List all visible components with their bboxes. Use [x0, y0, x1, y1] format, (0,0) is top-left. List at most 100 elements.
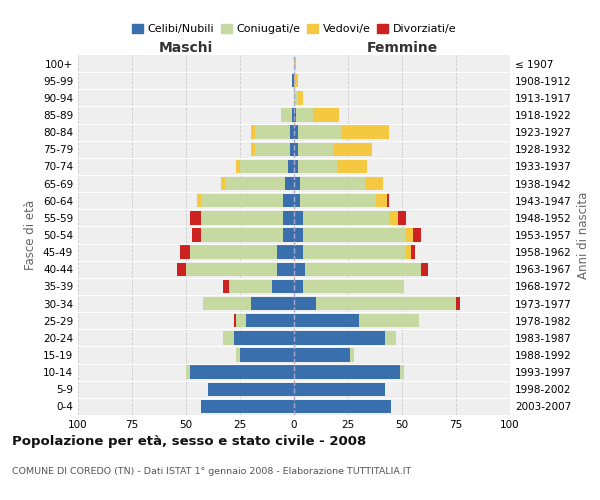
Bar [294, 280, 302, 293]
Bar [359, 314, 419, 328]
Bar [406, 228, 413, 241]
Bar [286, 177, 294, 190]
Bar [294, 314, 359, 328]
Bar [190, 246, 277, 259]
Bar [201, 211, 283, 224]
Bar [413, 228, 421, 241]
Bar [251, 297, 294, 310]
Bar [298, 126, 341, 139]
Bar [302, 228, 406, 241]
Bar [281, 108, 292, 122]
Bar [294, 382, 385, 396]
Bar [376, 194, 387, 207]
Bar [233, 314, 236, 328]
Text: Maschi: Maschi [159, 40, 213, 54]
Bar [294, 126, 298, 139]
Bar [290, 126, 294, 139]
Bar [247, 314, 294, 328]
Bar [294, 331, 385, 344]
Bar [294, 297, 316, 310]
Bar [236, 314, 247, 328]
Bar [456, 297, 460, 310]
Bar [337, 160, 367, 173]
Bar [190, 211, 201, 224]
Bar [203, 297, 251, 310]
Bar [294, 142, 298, 156]
Bar [294, 160, 298, 173]
Bar [292, 74, 294, 88]
Bar [186, 262, 277, 276]
Bar [294, 177, 301, 190]
Bar [277, 262, 294, 276]
Y-axis label: Anni di nascita: Anni di nascita [577, 192, 590, 278]
Bar [294, 348, 350, 362]
Bar [201, 400, 294, 413]
Bar [294, 57, 296, 70]
Bar [294, 91, 298, 104]
Bar [296, 108, 313, 122]
Bar [298, 160, 337, 173]
Bar [208, 382, 294, 396]
Bar [400, 366, 404, 379]
Bar [236, 160, 240, 173]
Bar [398, 211, 406, 224]
Bar [365, 177, 383, 190]
Text: Popolazione per età, sesso e stato civile - 2008: Popolazione per età, sesso e stato civil… [12, 435, 366, 448]
Bar [223, 331, 233, 344]
Bar [225, 177, 286, 190]
Legend: Celibi/Nubili, Coniugati/e, Vedovi/e, Divorziati/e: Celibi/Nubili, Coniugati/e, Vedovi/e, Di… [127, 19, 461, 38]
Bar [294, 228, 302, 241]
Bar [197, 194, 201, 207]
Bar [313, 108, 340, 122]
Bar [283, 194, 294, 207]
Bar [294, 366, 400, 379]
Bar [385, 331, 395, 344]
Bar [294, 108, 296, 122]
Bar [387, 194, 389, 207]
Bar [186, 366, 190, 379]
Bar [294, 262, 305, 276]
Bar [302, 246, 406, 259]
Bar [350, 348, 355, 362]
Bar [341, 126, 389, 139]
Bar [294, 211, 302, 224]
Bar [178, 262, 186, 276]
Bar [272, 280, 294, 293]
Bar [333, 142, 372, 156]
Bar [229, 280, 272, 293]
Bar [255, 142, 290, 156]
Bar [283, 228, 294, 241]
Bar [298, 91, 302, 104]
Bar [277, 246, 294, 259]
Bar [287, 160, 294, 173]
Bar [290, 142, 294, 156]
Bar [179, 246, 190, 259]
Bar [301, 177, 365, 190]
Bar [294, 74, 298, 88]
Bar [240, 160, 287, 173]
Bar [193, 228, 201, 241]
Bar [406, 246, 410, 259]
Bar [316, 297, 456, 310]
Bar [302, 280, 404, 293]
Bar [283, 211, 294, 224]
Bar [421, 262, 428, 276]
Bar [251, 142, 255, 156]
Bar [255, 126, 290, 139]
Bar [301, 194, 376, 207]
Text: Femmine: Femmine [367, 40, 437, 54]
Bar [221, 177, 225, 190]
Bar [236, 348, 240, 362]
Bar [201, 228, 283, 241]
Bar [305, 262, 421, 276]
Bar [294, 400, 391, 413]
Bar [302, 211, 389, 224]
Bar [294, 194, 301, 207]
Bar [190, 366, 294, 379]
Text: COMUNE DI COREDO (TN) - Dati ISTAT 1° gennaio 2008 - Elaborazione TUTTITALIA.IT: COMUNE DI COREDO (TN) - Dati ISTAT 1° ge… [12, 468, 411, 476]
Bar [292, 108, 294, 122]
Bar [251, 126, 255, 139]
Bar [240, 348, 294, 362]
Bar [298, 142, 333, 156]
Bar [201, 194, 283, 207]
